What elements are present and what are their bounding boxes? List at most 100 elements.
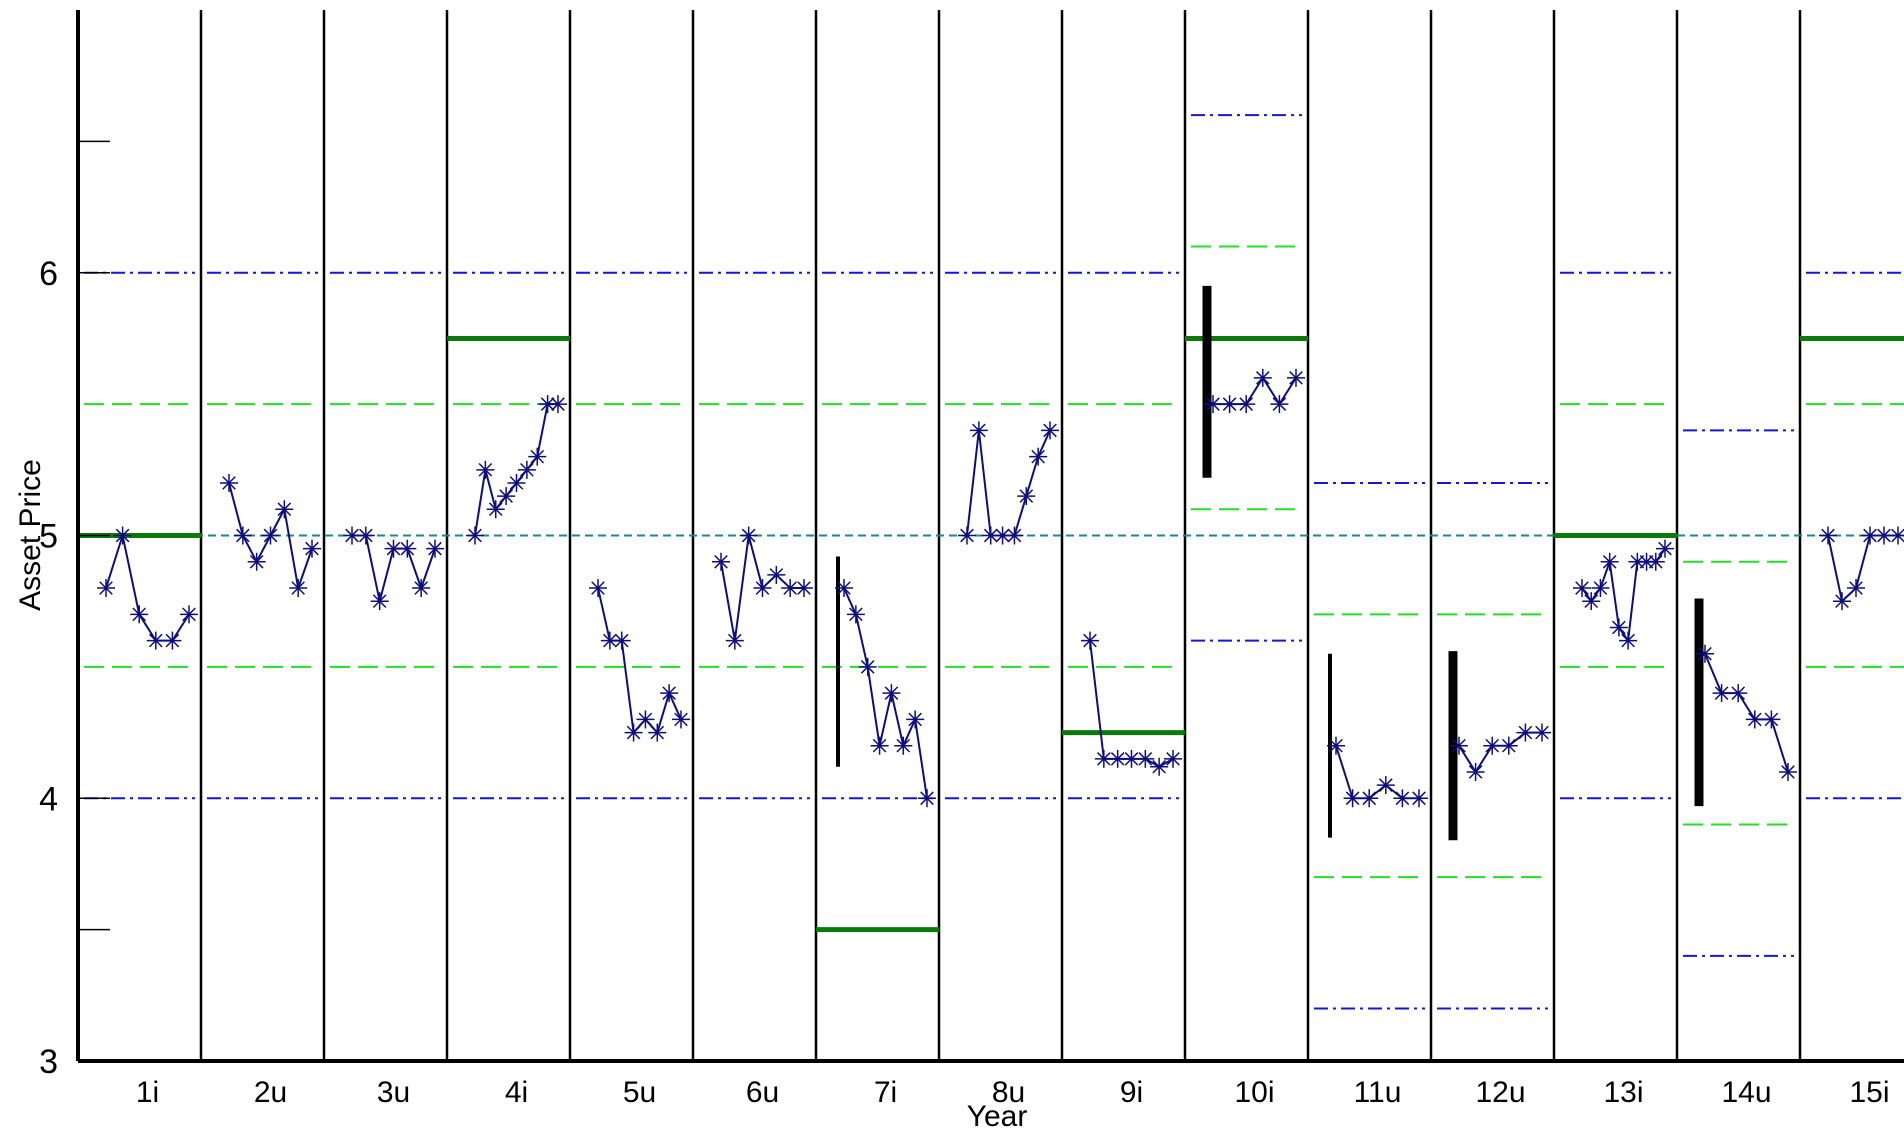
star-stroke — [1043, 423, 1057, 438]
star-stroke — [263, 528, 278, 543]
price-point — [1220, 395, 1239, 414]
x-tick-label: 10i — [1234, 1076, 1274, 1109]
star-stroke — [1329, 738, 1343, 753]
star-stroke — [920, 791, 934, 806]
star-stroke — [1452, 738, 1466, 753]
price-line — [1827, 534, 1898, 604]
price-point — [660, 684, 679, 703]
star-stroke — [236, 528, 250, 543]
x-tick-label: 12u — [1475, 1076, 1525, 1109]
star-stroke — [1535, 725, 1549, 740]
price-point — [636, 710, 655, 729]
y-tick-label: 4 — [39, 780, 58, 818]
star-stroke — [908, 712, 922, 727]
x-tick-label: 8u — [992, 1076, 1025, 1109]
price-point — [370, 592, 389, 611]
price-point — [835, 579, 853, 598]
star-stroke — [1152, 759, 1166, 774]
star-stroke — [662, 686, 676, 700]
star-stroke — [849, 607, 863, 622]
star-stroke — [530, 449, 545, 464]
price-point — [412, 579, 431, 598]
star-stroke — [1485, 738, 1500, 753]
star-stroke — [99, 581, 113, 595]
price-point — [130, 605, 149, 624]
price-point — [648, 723, 667, 742]
price-point — [1164, 749, 1182, 768]
price-line — [1335, 745, 1419, 800]
star-stroke — [1891, 528, 1904, 543]
price-point — [1646, 552, 1665, 571]
price-point — [261, 526, 280, 545]
star-stroke — [769, 568, 784, 582]
star-stroke — [783, 581, 797, 595]
star-stroke — [414, 581, 428, 595]
star-stroke — [499, 489, 513, 503]
star-stroke — [249, 554, 264, 569]
price-point — [146, 631, 165, 650]
star-stroke — [1658, 541, 1672, 556]
price-point — [1393, 789, 1412, 808]
price-point — [1833, 592, 1851, 611]
star-stroke — [1289, 371, 1303, 385]
price-point — [1745, 710, 1764, 729]
price-point — [918, 789, 936, 808]
star-stroke — [222, 476, 236, 490]
price-point — [958, 526, 976, 545]
star-stroke — [1345, 791, 1360, 806]
star-stroke — [1222, 397, 1237, 411]
price-point — [725, 631, 744, 650]
star-stroke — [1764, 712, 1779, 727]
price-point — [1619, 631, 1638, 650]
star-stroke — [1863, 528, 1877, 543]
price-point — [1600, 552, 1619, 571]
star-stroke — [755, 581, 770, 595]
x-tick-label: 7i — [874, 1076, 897, 1109]
price-point — [624, 723, 643, 742]
x-tick-label: 3u — [377, 1076, 410, 1109]
price-point — [1889, 526, 1904, 545]
star-stroke — [1138, 752, 1153, 766]
star-stroke — [603, 633, 617, 648]
price-point — [1591, 579, 1610, 598]
price-point — [113, 526, 132, 545]
price-point — [1533, 723, 1551, 742]
price-point — [549, 395, 567, 414]
price-point — [981, 526, 1000, 545]
price-point — [1696, 644, 1714, 663]
star-stroke — [1518, 725, 1533, 740]
star-stroke — [1412, 791, 1426, 806]
star-stroke — [626, 725, 641, 740]
x-tick-label: 14u — [1721, 1076, 1771, 1109]
star-stroke — [1731, 686, 1746, 700]
star-stroke — [386, 541, 401, 556]
star-stroke — [1007, 528, 1022, 543]
price-line — [1458, 731, 1542, 774]
x-tick-label: 9i — [1120, 1076, 1143, 1109]
price-line — [105, 531, 190, 642]
star-stroke — [520, 462, 534, 477]
price-point — [969, 421, 988, 440]
star-stroke — [650, 725, 665, 740]
price-point — [1779, 762, 1797, 781]
price-point — [1573, 579, 1591, 598]
star-stroke — [115, 528, 130, 543]
price-point — [289, 579, 308, 598]
star-stroke — [960, 528, 974, 543]
x-tick-label: 11u — [1354, 1076, 1402, 1109]
price-point — [1094, 749, 1113, 768]
price-point — [1582, 592, 1601, 611]
star-stroke — [1083, 633, 1097, 648]
price-point — [1204, 395, 1222, 414]
star-stroke — [1468, 765, 1483, 779]
star-stroke — [428, 541, 442, 556]
star-stroke — [860, 660, 875, 674]
y-tick-label: 5 — [39, 518, 58, 556]
price-point — [672, 710, 690, 729]
star-stroke — [1378, 778, 1393, 792]
price-point — [1081, 631, 1099, 650]
x-axis-label: Year — [967, 1100, 1028, 1129]
price-point — [233, 526, 252, 545]
star-stroke — [797, 581, 811, 595]
